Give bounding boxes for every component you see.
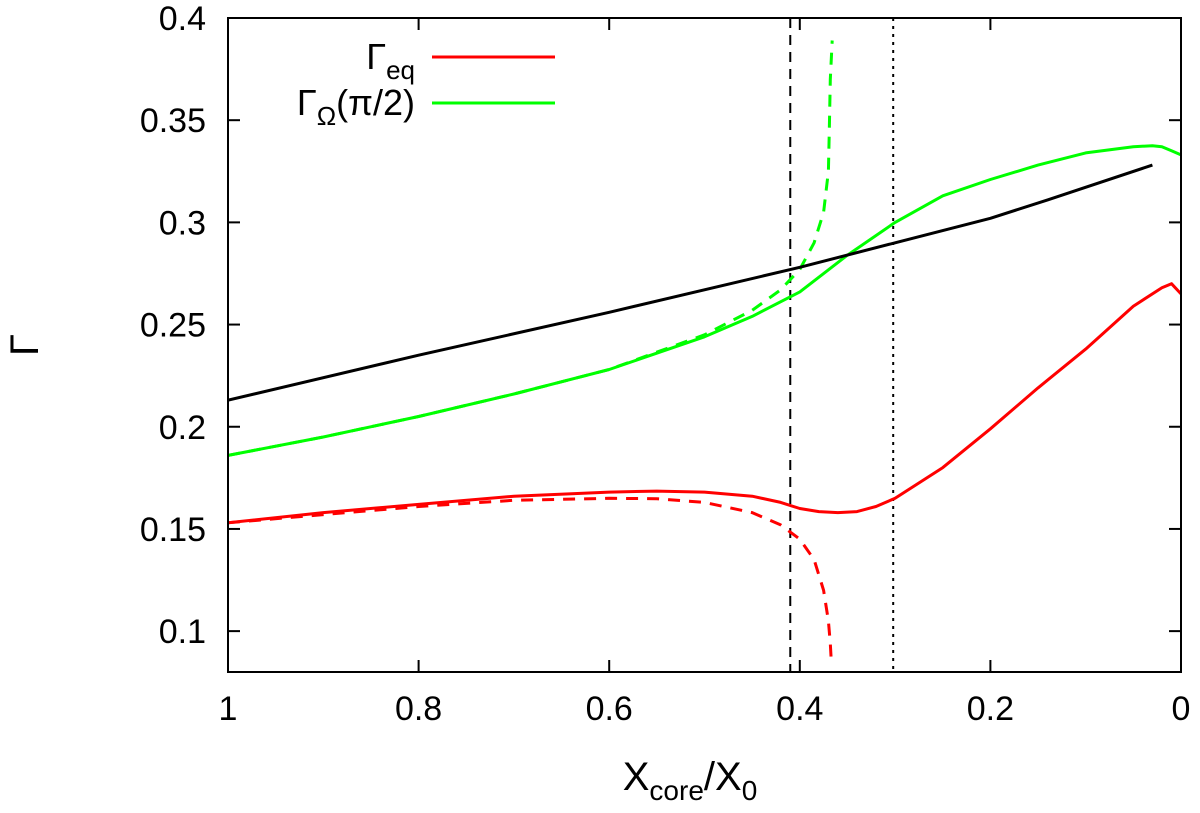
series-line-3 bbox=[228, 40, 834, 457]
y-axis-title: Γ bbox=[3, 334, 47, 356]
series-line-1 bbox=[228, 496, 833, 660]
y-tick-label-4: 0.3 bbox=[159, 204, 206, 242]
y-tick-label-6: 0.4 bbox=[159, 0, 206, 38]
y-tick-label-1: 0.15 bbox=[140, 511, 206, 549]
x-tick-label-5: 0 bbox=[1172, 690, 1191, 728]
x-tick-label-0: 1 bbox=[219, 690, 238, 728]
x-tick-label-4: 0.2 bbox=[967, 690, 1014, 728]
x-tick-label-1: 0.8 bbox=[395, 690, 442, 728]
series-line-2 bbox=[228, 144, 1181, 457]
x-axis-title: Xcore/X0 bbox=[623, 755, 758, 806]
legend-label-0: Γeq bbox=[366, 36, 415, 85]
legend-label-1: ΓΩ(π/2) bbox=[297, 82, 415, 131]
y-tick-label-0: 0.1 bbox=[159, 613, 206, 651]
series-line-0 bbox=[228, 282, 1181, 525]
y-tick-label-2: 0.2 bbox=[159, 409, 206, 447]
x-tick-label-2: 0.6 bbox=[586, 690, 633, 728]
y-tick-label-3: 0.25 bbox=[140, 307, 206, 345]
series-line-4 bbox=[228, 163, 1153, 402]
plot-frame bbox=[227, 17, 1182, 673]
y-tick-label-5: 0.35 bbox=[140, 102, 206, 140]
x-tick-label-3: 0.4 bbox=[776, 690, 823, 728]
